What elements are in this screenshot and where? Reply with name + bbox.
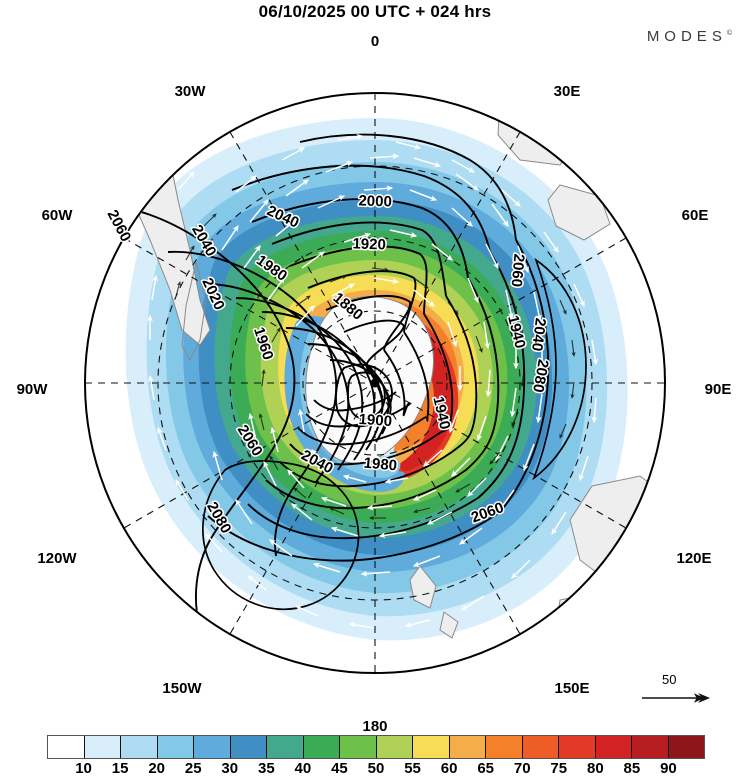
map-boundary xyxy=(84,92,666,674)
colorbar-tick-35: 35 xyxy=(257,760,275,777)
colorbar-tick-45: 45 xyxy=(331,760,348,777)
colorbar-swatch-1 xyxy=(84,736,121,758)
lon-label-150e: 150E xyxy=(554,680,590,697)
lon-label-30e: 30E xyxy=(553,83,581,100)
colorbar-ticks: 10 15 20 25 30 35 40 45 50 55 60 65 70 75 80 85 90 xyxy=(47,760,705,782)
lon-label-60w: 60W xyxy=(41,207,73,224)
wind-vectors xyxy=(147,133,599,629)
colorbar-swatch-7 xyxy=(303,736,340,758)
height-contours xyxy=(103,133,587,629)
colorbar-swatch-8 xyxy=(340,736,377,758)
lon-label-180: 180 xyxy=(362,718,388,735)
lon-label-120w: 120W xyxy=(37,550,77,567)
page-title: 06/10/2025 00 UTC + 024 hrs xyxy=(258,2,492,21)
colorbar-swatch-4 xyxy=(194,736,231,758)
colorbar-swatch-16 xyxy=(632,736,669,758)
colorbar-swatch-13 xyxy=(522,736,559,758)
colorbar-tick-50: 50 xyxy=(367,760,385,777)
colorbar-tick-25: 25 xyxy=(184,760,202,777)
colorbar-tick-20: 20 xyxy=(148,760,165,777)
colorbar-swatch-9 xyxy=(376,736,413,758)
colorbar-swatch-17 xyxy=(668,736,704,758)
lon-label-150w: 150W xyxy=(162,680,202,697)
wind-scale-label: 50 xyxy=(662,672,677,687)
colorbar-tick-40: 40 xyxy=(294,760,312,777)
colorbar-tick-55: 55 xyxy=(404,760,421,777)
pole-dot xyxy=(370,378,380,388)
wind-scale-arrow: 50 xyxy=(640,672,720,706)
colorbar-tick-30: 30 xyxy=(221,760,239,777)
map-svg xyxy=(84,92,666,674)
copyright-icon: © xyxy=(726,30,732,37)
polar-map xyxy=(84,92,666,674)
colorbar-swatch-14 xyxy=(559,736,596,758)
lon-label-0: 0 xyxy=(370,33,380,50)
colorbar-swatch-11 xyxy=(449,736,486,758)
colorbar-tick-60: 60 xyxy=(440,760,458,777)
colorbar-tick-65: 65 xyxy=(477,760,494,777)
colorbar-tick-80: 80 xyxy=(586,760,604,777)
lon-label-120e: 120E xyxy=(676,550,712,567)
colorbar-tick-90: 90 xyxy=(660,760,677,777)
colorbar-swatch-2 xyxy=(121,736,158,758)
modes-logo: MODES© xyxy=(647,28,732,45)
colorbar-swatch-15 xyxy=(595,736,632,758)
colorbar xyxy=(47,735,705,759)
scale-arrowhead-icon xyxy=(698,693,710,703)
lon-label-30w: 30W xyxy=(174,83,206,100)
colorbar-swatch-0 xyxy=(48,736,85,758)
colorbar-swatch-3 xyxy=(157,736,194,758)
lon-label-90e: 90E xyxy=(704,381,732,398)
lon-label-90w: 90W xyxy=(16,381,48,398)
colorbar-swatch-6 xyxy=(267,736,304,758)
colorbar-tick-10: 10 xyxy=(75,760,92,777)
colorbar-swatch-5 xyxy=(230,736,267,758)
colorbar-tick-85: 85 xyxy=(623,760,641,777)
logo-text: MODES xyxy=(646,28,727,45)
colorbar-swatch-12 xyxy=(486,736,523,758)
colorbar-tick-70: 70 xyxy=(513,760,531,777)
colorbar-swatch-10 xyxy=(413,736,450,758)
lon-label-60e: 60E xyxy=(681,207,709,224)
colorbar-tick-75: 75 xyxy=(550,760,568,777)
colorbar-tick-15: 15 xyxy=(111,760,129,777)
